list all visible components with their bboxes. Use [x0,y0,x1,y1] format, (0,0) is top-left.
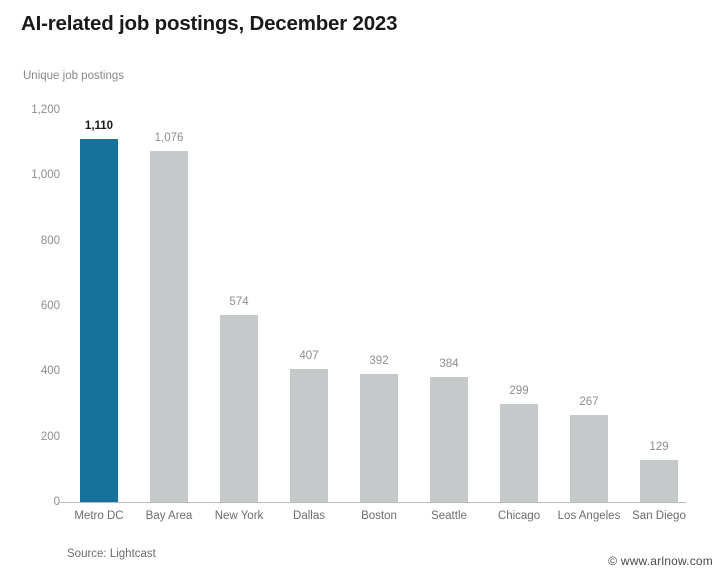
y-tick-label: 800 [40,234,60,247]
bar-value-label: 407 [299,350,319,363]
bar-group[interactable]: 384 [414,110,484,502]
bar-value-label: 129 [649,440,669,453]
bar-group[interactable]: 267 [554,110,624,502]
bar-group[interactable]: 129 [624,110,694,502]
chart-axis-subtitle: Unique job postings [23,70,125,82]
bar-group[interactable]: 1,110 [64,110,134,502]
y-tick-label: 1,200 [31,104,60,116]
x-tick-label: Los Angeles [557,510,621,522]
y-tick-label: 0 [53,496,60,508]
bar[interactable] [360,373,398,502]
x-tick-label: Bay Area [145,510,193,522]
bar-group[interactable]: 574 [204,110,274,502]
bar-group[interactable]: 299 [484,110,554,502]
x-tick-label: Dallas [293,510,325,522]
x-axis-line [58,502,686,503]
bar-value-label: 1,110 [84,120,114,133]
y-tick-label: 600 [40,300,60,312]
bars-area: 1,110 1,076 574 407 392 384 299 267 129 [64,110,684,502]
source-note: Source: Lightcast [67,548,156,560]
bar[interactable] [500,404,538,502]
x-tick-label: San Diego [632,510,686,522]
y-tick-label: 1,000 [31,169,60,182]
site-watermark: © www.arlnow.com [608,554,713,568]
bar[interactable] [430,376,468,502]
bar-value-label: 574 [229,295,249,308]
bar-group[interactable]: 407 [274,110,344,502]
bar[interactable] [150,150,188,502]
x-axis-tick-labels: Metro DC Bay Area New York Dallas Boston Seat… [64,510,685,534]
x-tick-label: Metro DC [74,510,124,522]
bar[interactable] [570,414,608,502]
y-tick-label: 400 [40,365,60,378]
x-tick-label: Seattle [431,510,467,522]
chart-title: AI-related job postings, December 2023 [21,12,398,35]
bar-value-label: 384 [439,357,459,370]
bar[interactable] [290,369,328,502]
bar-value-label: 392 [369,354,389,367]
bar-value-label: 299 [509,385,529,398]
bar-value-label: 267 [579,395,599,408]
bar-group[interactable]: 1,076 [134,110,204,502]
bar-value-label: 1,076 [154,131,184,144]
bar[interactable] [220,314,258,502]
bar[interactable] [640,459,678,502]
x-tick-label: Boston [361,510,397,522]
bar-group[interactable]: 392 [344,110,414,502]
bar[interactable] [80,139,118,502]
y-axis-tick-labels: 0 200 400 600 800 1,000 1,200 [0,0,60,582]
x-tick-label: Chicago [497,510,541,522]
y-tick-label: 200 [40,430,60,443]
x-tick-label: New York [214,510,264,522]
